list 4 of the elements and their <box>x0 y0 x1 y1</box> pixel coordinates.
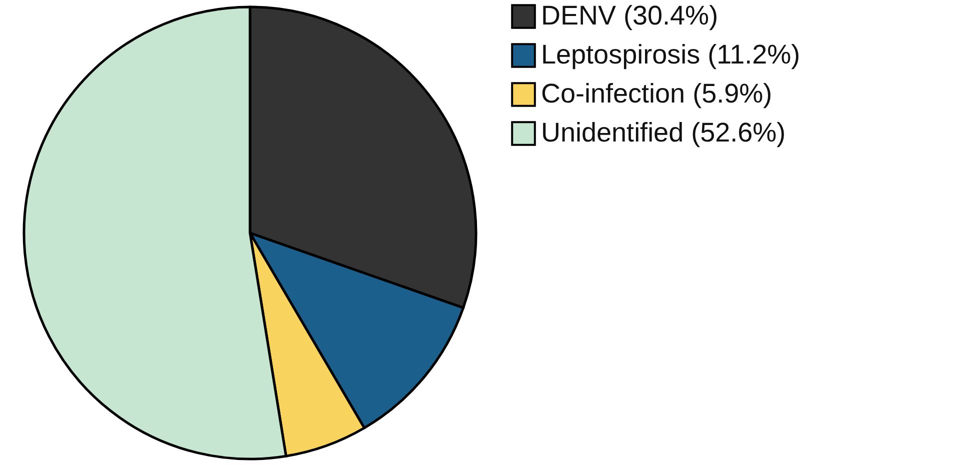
legend-label: DENV (30.4%) <box>541 0 718 30</box>
legend-label: Unidentified (52.6%) <box>541 118 786 148</box>
legend-label: Co-infection (5.9%) <box>541 78 772 108</box>
legend-label: Leptospirosis (11.2%) <box>541 40 800 70</box>
